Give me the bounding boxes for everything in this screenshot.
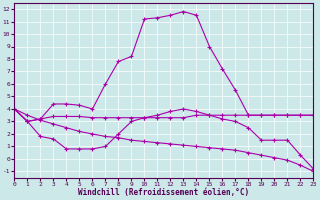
X-axis label: Windchill (Refroidissement éolien,°C): Windchill (Refroidissement éolien,°C)	[78, 188, 250, 197]
